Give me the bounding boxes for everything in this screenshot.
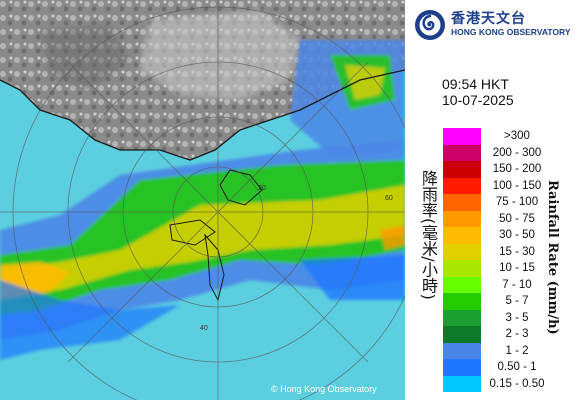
ring-label-20: 20 xyxy=(258,185,266,192)
legend-swatch xyxy=(443,128,481,145)
legend-label: 100 - 150 xyxy=(492,179,542,192)
legend-swatch xyxy=(443,243,481,260)
timestamp: 09:54 HKT 10-07-2025 xyxy=(442,76,514,108)
legend-label: 3 - 5 xyxy=(505,311,529,324)
brand-name-en: HONG KONG OBSERVATORY xyxy=(451,27,571,37)
legend-swatch xyxy=(443,326,481,343)
legend-label: 7 - 10 xyxy=(502,278,532,291)
legend-label: 2 - 3 xyxy=(505,328,529,340)
hko-emblem-icon xyxy=(415,10,445,40)
legend-label: 200 - 300 xyxy=(492,146,542,159)
brand-name-cn: 香港天文台 xyxy=(451,11,526,27)
legend-label: 150 - 200 xyxy=(492,163,542,175)
legend-label: 15 - 30 xyxy=(499,245,535,258)
legend-label: 30 - 50 xyxy=(499,229,535,241)
hko-logo[interactable]: 香港天文台 HONG KONG OBSERVATORY xyxy=(413,6,573,42)
legend-swatch xyxy=(443,309,481,326)
legend-swatch xyxy=(443,260,481,277)
legend-swatch xyxy=(443,342,481,359)
copyright-text: © Hong Kong Observatory xyxy=(271,384,377,394)
legend-swatch xyxy=(443,177,481,194)
radar-image: 20 40 60 xyxy=(0,0,405,400)
radar-map[interactable]: 20 40 60 © Hong Kong Observatory xyxy=(0,0,405,400)
legend-swatch xyxy=(443,276,481,293)
legend-title-en: Rainfall Rate (mm/h) xyxy=(545,180,560,335)
legend-label: 5 - 7 xyxy=(505,295,529,307)
legend-swatch xyxy=(443,161,481,178)
legend-swatch xyxy=(443,144,481,161)
legend-label: 10 - 15 xyxy=(499,262,535,274)
legend-swatch xyxy=(443,293,481,310)
legend-label: 1 - 2 xyxy=(505,344,529,357)
legend-labels: >300 200 - 300 150 - 200 100 - 150 75 - 100 5… xyxy=(485,128,549,392)
legend-label: 0.50 - 1 xyxy=(497,361,537,373)
legend-title-cn: 降雨率(毫米/小時) xyxy=(419,170,438,300)
legend-label: >300 xyxy=(504,130,530,142)
lantau-island xyxy=(169,219,216,246)
legend-label: 0.15 - 0.50 xyxy=(489,377,545,390)
legend-swatch xyxy=(443,227,481,244)
legend-swatches xyxy=(443,128,481,392)
legend-swatch xyxy=(443,194,481,211)
legend-label: 50 - 75 xyxy=(499,212,535,225)
legend-label: 75 - 100 xyxy=(495,196,539,208)
hk-island xyxy=(219,169,263,206)
side-panel: 香港天文台 HONG KONG OBSERVATORY 09:54 HKT 10… xyxy=(405,0,577,400)
legend-swatch xyxy=(443,359,481,376)
observation-time: 09:54 HKT xyxy=(442,76,509,92)
legend-swatch xyxy=(443,375,481,392)
legend-swatch xyxy=(443,210,481,227)
ring-label-40: 40 xyxy=(200,325,208,332)
observation-date: 10-07-2025 xyxy=(442,92,514,108)
ring-label-60: 60 xyxy=(385,195,393,202)
